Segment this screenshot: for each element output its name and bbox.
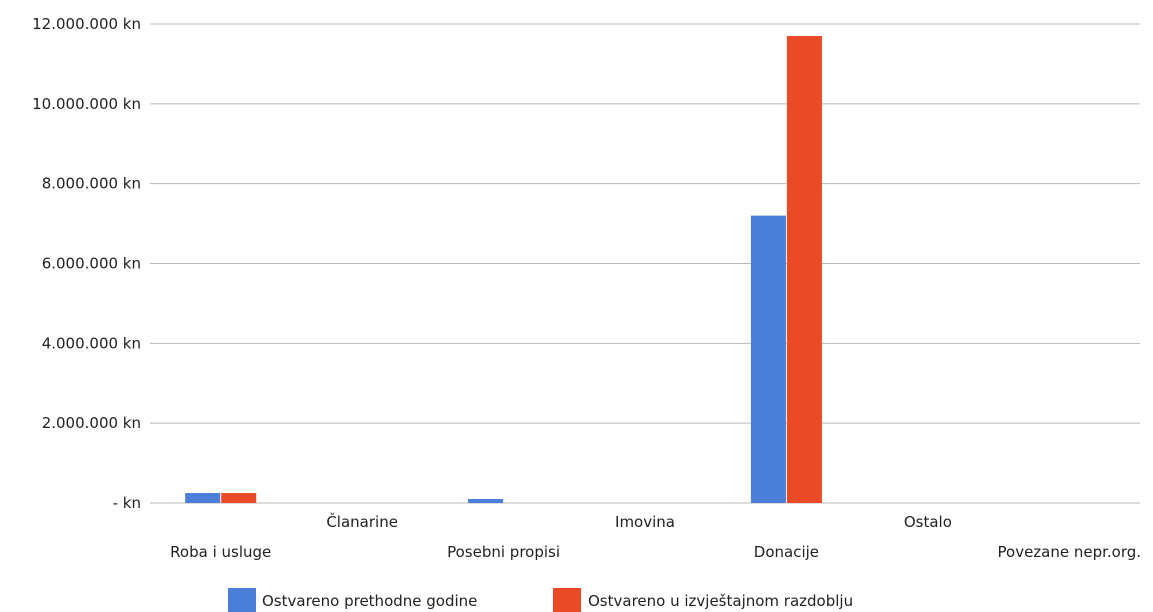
bar	[185, 493, 221, 503]
legend: Ostvareno prethodne godine Ostvareno u iz…	[228, 588, 853, 612]
y-tick-label: 10.000.000 kn	[32, 95, 141, 113]
bar	[750, 215, 786, 503]
bars	[185, 35, 822, 503]
x-tick-label: Roba i usluge	[170, 543, 271, 561]
x-tick-label: Donacije	[754, 543, 819, 561]
y-tick-label: 12.000.000 kn	[32, 15, 141, 33]
y-tick-label: 4.000.000 kn	[42, 334, 141, 352]
legend-swatch	[553, 588, 581, 612]
y-tick-label: 6.000.000 kn	[42, 255, 141, 273]
legend-swatch	[228, 588, 256, 612]
y-tick-label: 8.000.000 kn	[42, 175, 141, 193]
legend-label: Ostvareno prethodne godine	[262, 592, 477, 610]
bar	[786, 35, 822, 503]
bar	[221, 493, 257, 503]
gridlines	[150, 23, 1140, 504]
x-tick-label: Posebni propisi	[447, 543, 560, 561]
y-axis: - kn 2.000.000 kn 4.000.000 kn 6.000.000 kn…	[32, 15, 141, 512]
legend-label: Ostvareno u izvještajnom razdoblju	[588, 592, 853, 610]
bar	[468, 499, 504, 503]
x-tick-label: Imovina	[615, 513, 675, 531]
x-tick-label: Članarine	[326, 512, 398, 531]
x-axis: Roba i usluge Članarine Posebni propisi Imo…	[170, 512, 1141, 561]
x-tick-label: Povezane nepr.org.	[998, 543, 1142, 561]
y-tick-label: - kn	[113, 494, 141, 512]
x-tick-label: Ostalo	[904, 513, 952, 531]
y-tick-label: 2.000.000 kn	[42, 414, 141, 432]
